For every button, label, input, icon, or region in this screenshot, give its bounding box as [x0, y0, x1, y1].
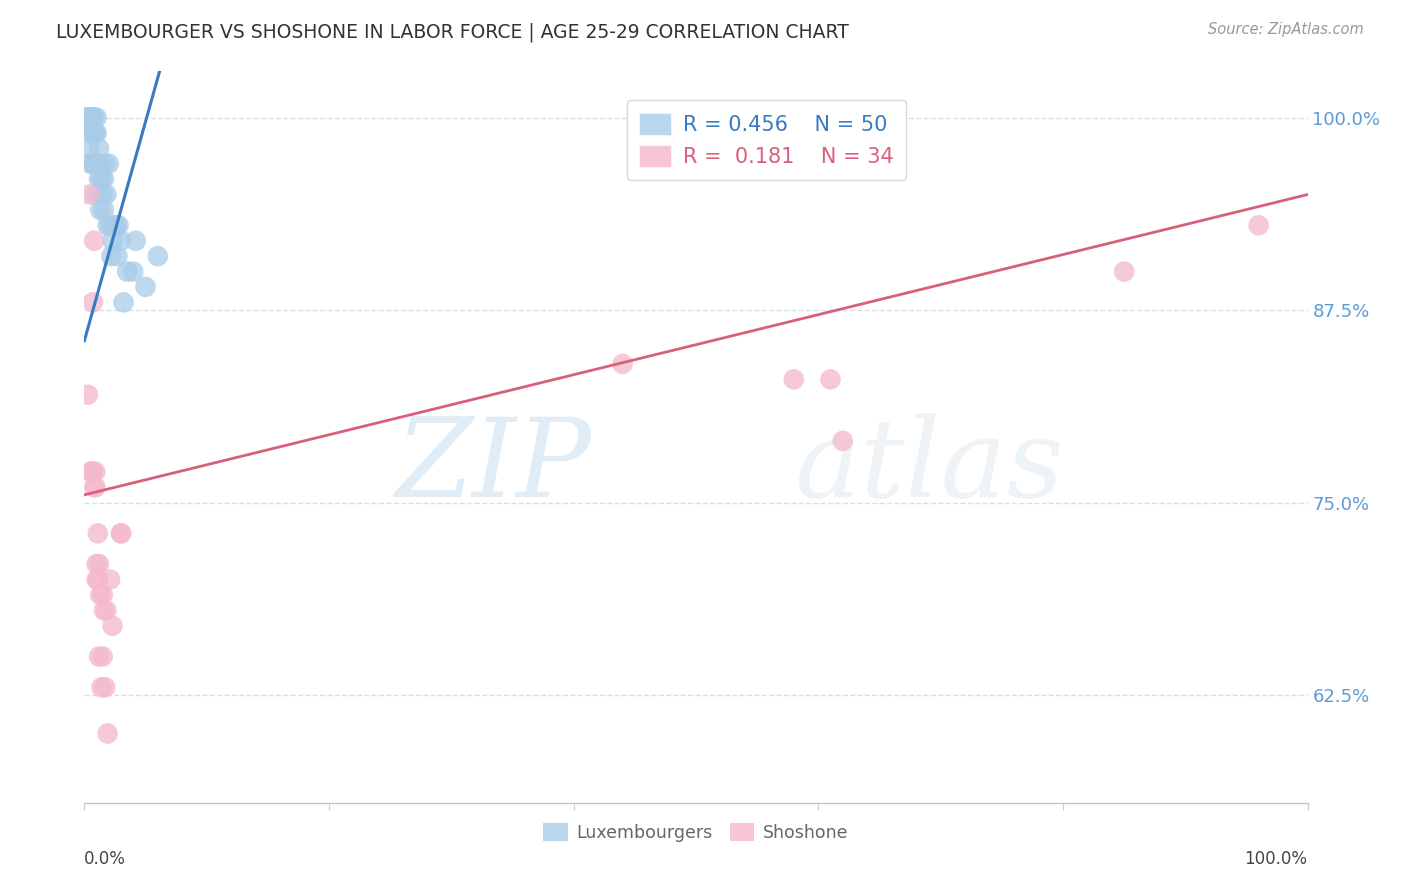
Text: 100.0%: 100.0% — [1244, 850, 1308, 868]
Point — [91, 649, 114, 664]
Point — [93, 603, 115, 617]
Point — [86, 111, 108, 125]
Point — [90, 172, 112, 186]
Point — [79, 465, 101, 479]
Point — [84, 126, 107, 140]
Point — [79, 157, 101, 171]
Point — [77, 111, 100, 125]
Point — [77, 388, 100, 402]
Point — [93, 202, 115, 217]
Point — [82, 126, 104, 140]
Point — [110, 526, 132, 541]
Text: LUXEMBOURGER VS SHOSHONE IN LABOR FORCE | AGE 25-29 CORRELATION CHART: LUXEMBOURGER VS SHOSHONE IN LABOR FORCE … — [56, 22, 849, 42]
Point — [100, 249, 122, 263]
Point — [82, 465, 104, 479]
Point — [1114, 264, 1136, 278]
Point — [87, 573, 110, 587]
Point — [1247, 219, 1270, 233]
Point — [84, 187, 107, 202]
Point — [86, 126, 108, 140]
Point — [146, 249, 169, 263]
Point — [84, 157, 107, 171]
Point — [90, 681, 112, 695]
Point — [86, 557, 108, 571]
Point — [89, 157, 111, 171]
Point — [831, 434, 853, 448]
Point — [75, 111, 97, 125]
Point — [94, 681, 117, 695]
Point — [94, 157, 117, 171]
Point — [87, 649, 110, 664]
Point — [98, 573, 121, 587]
Point — [79, 111, 101, 125]
Point — [89, 202, 111, 217]
Point — [77, 141, 100, 155]
Point — [97, 219, 120, 233]
Point — [91, 588, 114, 602]
Point — [91, 187, 114, 202]
Point — [107, 219, 129, 233]
Point — [115, 264, 138, 278]
Point — [101, 234, 124, 248]
Point — [86, 157, 108, 171]
Text: Source: ZipAtlas.com: Source: ZipAtlas.com — [1208, 22, 1364, 37]
Point — [101, 618, 124, 632]
Point — [110, 526, 132, 541]
Point — [93, 172, 115, 186]
Point — [82, 111, 104, 125]
Point — [105, 249, 128, 263]
Point — [87, 172, 110, 186]
Point — [83, 126, 105, 140]
Point — [97, 726, 120, 740]
Point — [87, 557, 110, 571]
Point — [783, 372, 806, 386]
Point — [98, 219, 121, 233]
Point — [135, 280, 157, 294]
Point — [87, 526, 110, 541]
Point — [820, 372, 842, 386]
Point — [76, 111, 98, 125]
Point — [97, 157, 120, 171]
Point — [83, 111, 105, 125]
Point — [96, 603, 118, 617]
Point — [77, 187, 100, 202]
Point — [125, 234, 148, 248]
Point — [104, 219, 127, 233]
Point — [82, 157, 104, 171]
Point — [77, 111, 100, 125]
Point — [86, 573, 108, 587]
Point — [80, 465, 103, 479]
Point — [83, 157, 105, 171]
Point — [110, 234, 132, 248]
Point — [83, 480, 105, 494]
Text: ZIP: ZIP — [396, 413, 592, 520]
Point — [122, 264, 145, 278]
Point — [87, 141, 110, 155]
Text: atlas: atlas — [794, 413, 1063, 520]
Point — [96, 187, 118, 202]
Text: 0.0%: 0.0% — [84, 850, 127, 868]
Point — [105, 219, 128, 233]
Point — [84, 465, 107, 479]
Point — [112, 295, 135, 310]
Point — [79, 111, 101, 125]
Legend: Luxembourgers, Shoshone: Luxembourgers, Shoshone — [537, 816, 855, 849]
Point — [80, 126, 103, 140]
Point — [80, 111, 103, 125]
Point — [80, 111, 103, 125]
Point — [87, 157, 110, 171]
Point — [84, 480, 107, 494]
Point — [89, 588, 111, 602]
Point — [612, 357, 634, 371]
Point — [82, 295, 104, 310]
Point — [83, 234, 105, 248]
